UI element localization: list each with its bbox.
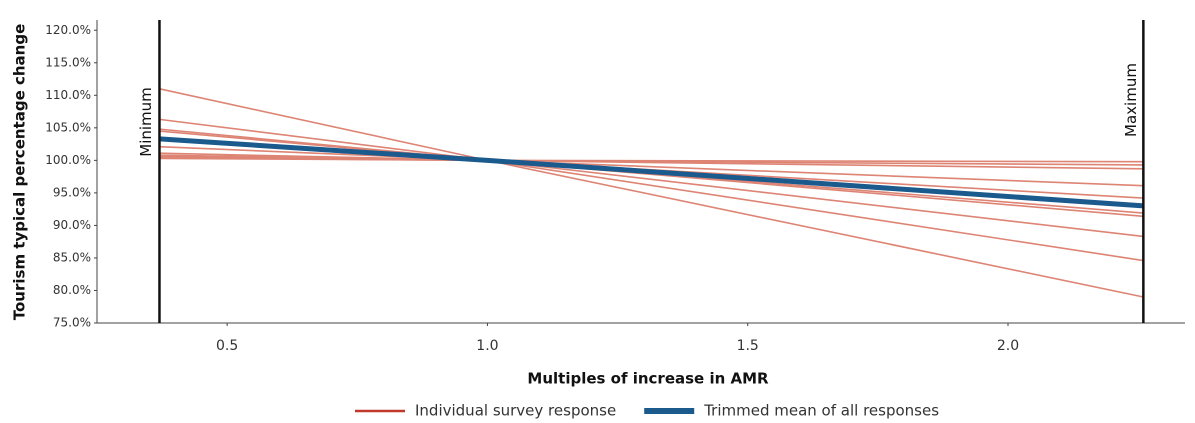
legend-label: Trimmed mean of all responses bbox=[703, 402, 939, 420]
x-tick-label: 1.0 bbox=[476, 338, 498, 354]
x-tick-label: 2.0 bbox=[997, 338, 1019, 354]
y-tick-label: 80.0% bbox=[53, 283, 91, 297]
y-tick-label: 95.0% bbox=[53, 185, 91, 199]
y-tick-label: 100.0% bbox=[45, 153, 91, 167]
legend-label: Individual survey response bbox=[415, 402, 616, 420]
response-line bbox=[159, 128, 1144, 238]
x-axis-title: Multiples of increase in AMR bbox=[527, 370, 769, 388]
y-tick-label: 110.0% bbox=[45, 88, 91, 102]
y-tick-label: 105.0% bbox=[45, 120, 91, 134]
y-tick-label: 85.0% bbox=[53, 250, 91, 264]
y-tick-label: 120.0% bbox=[45, 23, 91, 37]
x-tick-label: 1.5 bbox=[737, 338, 759, 354]
annotation-label: Minimum bbox=[137, 87, 155, 157]
mean-line bbox=[159, 136, 1144, 209]
y-axis-title: Tourism typical percentage change bbox=[11, 24, 29, 321]
y-tick-label: 90.0% bbox=[53, 218, 91, 232]
y-tick-label: 115.0% bbox=[45, 55, 91, 69]
response-line bbox=[159, 88, 1144, 298]
annotation-label: Maximum bbox=[1122, 63, 1140, 137]
y-tick-label: 75.0% bbox=[53, 316, 91, 330]
x-tick-label: 0.5 bbox=[216, 338, 238, 354]
